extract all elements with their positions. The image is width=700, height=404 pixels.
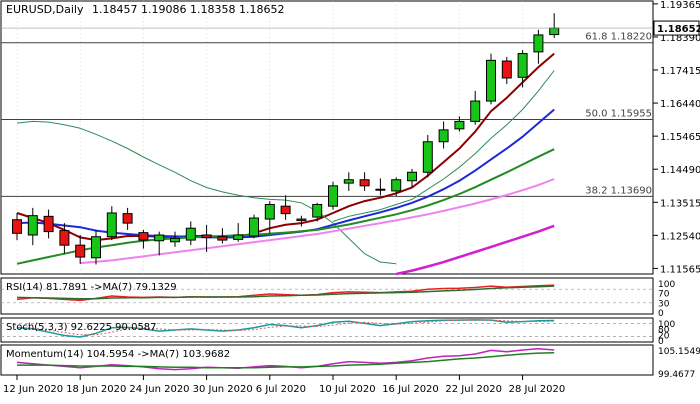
fib-level-label: 61.8 1.18220	[585, 32, 652, 43]
candle-body	[264, 203, 275, 220]
candle-body	[454, 120, 465, 130]
price-tick-label: 1.19365	[660, 0, 700, 11]
candle-body	[391, 179, 402, 192]
candle-body	[249, 217, 259, 237]
candle-body	[27, 215, 38, 236]
candle-body	[533, 34, 544, 53]
candle-body	[501, 60, 512, 79]
stoch-tick-label: 80	[658, 326, 670, 336]
time-tick-label: 18 Jun 2020	[66, 384, 126, 395]
candle-body	[75, 244, 86, 258]
time-tick-label: 10 Jul 2020	[319, 384, 376, 395]
time-tick-label: 30 Jun 2020	[193, 384, 253, 395]
candle-body	[328, 185, 338, 207]
ohlc-values: 1.18457 1.19086 1.18358 1.18652	[92, 3, 284, 16]
rsi-title: RSI(14) 81.7891 ->MA(7) 79.1329	[6, 282, 177, 293]
candle-body	[122, 213, 133, 224]
momentum-series-line	[17, 351, 555, 369]
rsi-tick-label: 100	[658, 280, 675, 290]
momentum-panel: 105.1549 99.4677	[16, 347, 700, 380]
stoch-tick-label: 20	[658, 331, 670, 341]
momentum-title: Momentum(14) 104.5954 ->MA(7) 103.9682	[6, 349, 230, 360]
price-tick-label: 1.15465	[660, 132, 700, 143]
candle-body	[59, 230, 70, 246]
candle-body	[201, 234, 212, 238]
rsi-series-line	[16, 285, 555, 300]
candle-body	[280, 205, 291, 215]
candle-body	[375, 188, 386, 191]
candle-body	[233, 234, 244, 240]
current-price-label: 1.18652	[657, 24, 700, 35]
candle-body	[549, 27, 560, 36]
candle-body	[407, 171, 417, 182]
candle-body	[106, 212, 117, 238]
rsi-tick-label: 70	[658, 290, 670, 300]
candle-body	[43, 215, 54, 233]
candle-body	[91, 236, 101, 259]
fib-level-label: 50.0 1.15955	[585, 109, 652, 120]
time-tick-label: 12 Jun 2020	[3, 384, 63, 395]
price-tick-label: 1.18390	[660, 33, 700, 44]
stoch-series-line	[16, 319, 555, 336]
momentum-tick-label: 99.4677	[658, 370, 695, 380]
moving-average-line	[332, 70, 555, 222]
moving-average-line	[16, 148, 555, 265]
price-tick-label: 1.13515	[660, 198, 700, 209]
price-tick-label: 1.12540	[660, 231, 700, 242]
candle-body	[470, 100, 481, 122]
time-tick-label: 28 Jul 2020	[509, 384, 566, 395]
momentum-panel-frame	[0, 344, 654, 376]
time-tick-label: 24 Jun 2020	[129, 384, 189, 395]
candle-body	[296, 218, 307, 221]
candle-body	[185, 227, 196, 241]
price-tick-label: 1.11565	[660, 264, 700, 275]
candles	[12, 13, 560, 265]
price-tick-label: 1.17415	[660, 66, 700, 77]
rsi-series-line	[16, 284, 555, 302]
price-axis: 1.19365 1.18390 1.17415 1.16440 1.15465 1.144…	[1, 0, 700, 275]
moving-average-line	[395, 224, 555, 276]
momentum-tick-label: 105.1549	[658, 347, 700, 357]
candle-body	[359, 179, 370, 187]
moving-average-line	[16, 52, 555, 242]
candle-body	[422, 141, 433, 173]
fib-level-label: 38.2 1.13690	[585, 185, 652, 196]
candle-body	[217, 236, 228, 241]
time-axis: 12 Jun 2020 18 Jun 2020 24 Jun 2020 30 Jun …	[3, 375, 565, 395]
stoch-tick-label: 0	[658, 337, 664, 347]
time-tick-label: 22 Jul 2020	[445, 384, 502, 395]
fib-levels: 61.8 1.18220 50.0 1.15955 38.2 1.13690	[1, 32, 653, 197]
current-price-box	[653, 20, 700, 36]
candle-body	[517, 53, 528, 78]
stoch-title: Stoch(5,3,3) 92.6225 90.0587	[6, 322, 157, 333]
time-tick-label: 16 Jul 2020	[382, 384, 439, 395]
candle-body	[438, 129, 449, 143]
time-tick-label: 6 Jul 2020	[256, 384, 306, 395]
candle-body	[312, 203, 323, 218]
stoch-panel-frame	[0, 317, 654, 343]
candle-body	[154, 234, 165, 242]
rsi-tick-label: 0	[658, 309, 664, 319]
candle-body	[138, 232, 149, 241]
candle-body	[343, 179, 354, 184]
moving-average-line	[16, 120, 397, 265]
price-tick-label: 1.14490	[660, 165, 700, 176]
candle-body	[170, 237, 180, 243]
candle-body	[12, 219, 22, 234]
rsi-tick-label: 30	[658, 299, 670, 309]
price-tick-label: 1.16440	[660, 99, 700, 110]
symbol-label: EURUSD,Daily	[6, 3, 84, 16]
stoch-tick-label: 100	[658, 320, 675, 330]
candle-body	[486, 59, 496, 102]
